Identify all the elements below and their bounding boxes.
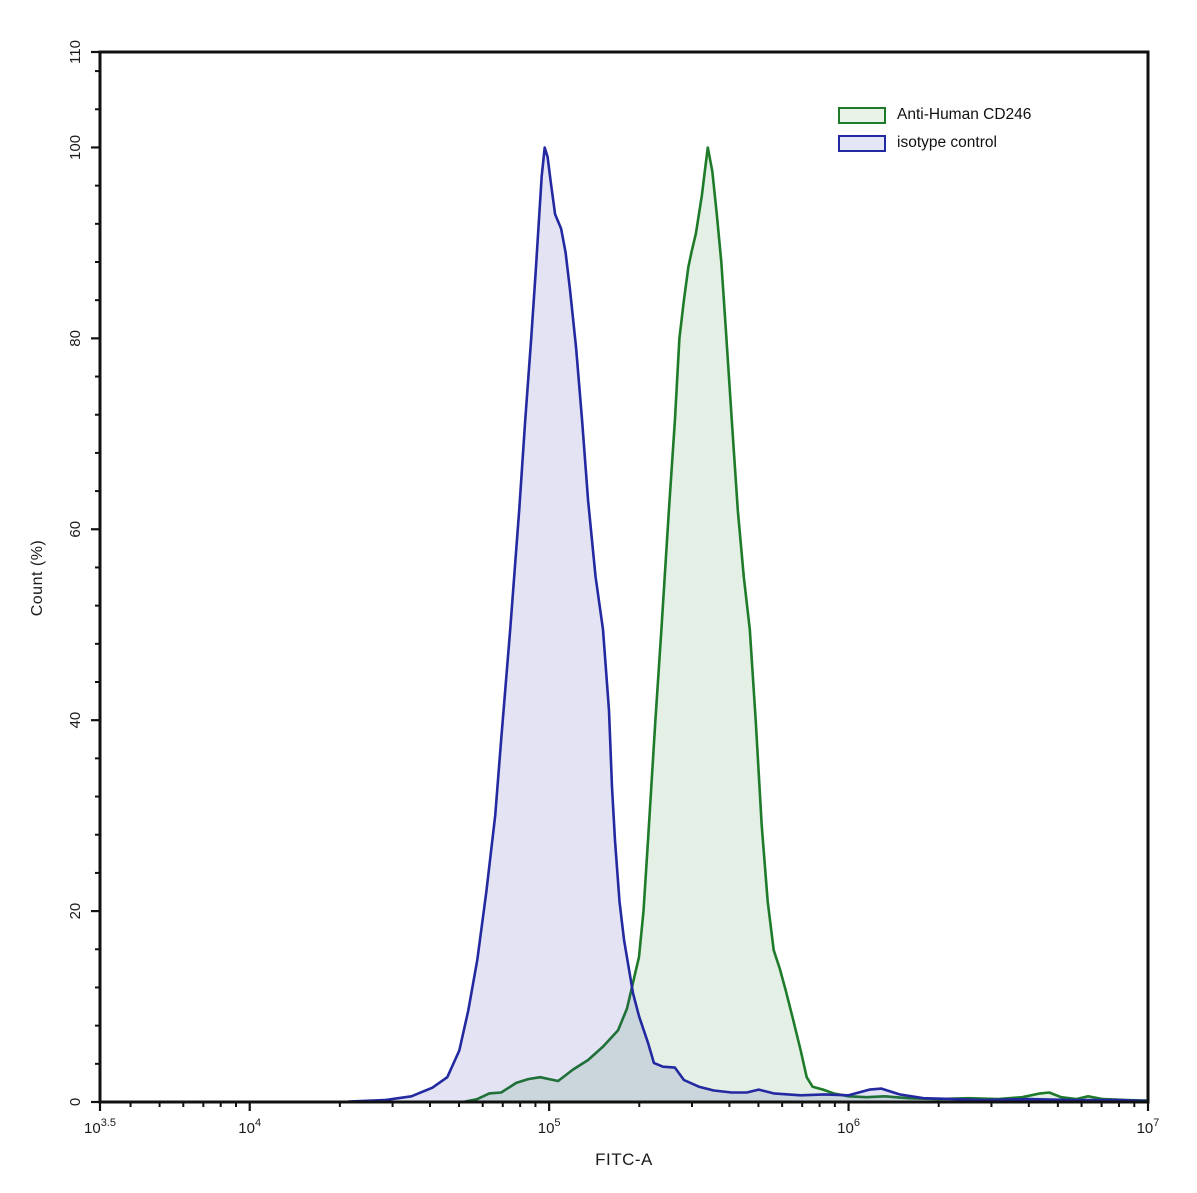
legend: Anti-Human CD246 isotype control: [838, 104, 1031, 160]
x-tick-label: 103.5: [84, 1117, 116, 1137]
legend-swatch-isotype-control: [838, 134, 886, 152]
y-tick-label: 110: [67, 40, 84, 64]
legend-item-isotype-control: isotype control: [838, 132, 1031, 154]
legend-swatch-anti-human-cd246: [838, 106, 886, 124]
y-tick-label: 0: [67, 1098, 84, 1106]
legend-label-isotype-control: isotype control: [897, 134, 997, 151]
x-tick-label: 104: [238, 1117, 261, 1137]
plot-frame: [98, 50, 1150, 1104]
y-tick-label: 60: [67, 521, 84, 538]
curve-line-1: [347, 146, 1150, 1103]
y-axis-title: Count (%): [29, 539, 46, 617]
x-tick-label: 106: [837, 1117, 860, 1137]
curve-fill-1: [348, 147, 1148, 1102]
x-axis-title: FITC-A: [595, 1150, 653, 1169]
y-tick-label: 40: [67, 712, 84, 729]
legend-label-anti-human-cd246: Anti-Human CD246: [897, 106, 1032, 123]
y-tick-label: 20: [67, 903, 84, 920]
y-tick-label: 100: [67, 135, 84, 160]
legend-item-anti-human-cd246: Anti-Human CD246: [838, 104, 1031, 126]
x-tick-label: 105: [538, 1117, 561, 1137]
y-tick-label: 80: [67, 330, 84, 347]
x-tick-label: 107: [1137, 1117, 1160, 1137]
